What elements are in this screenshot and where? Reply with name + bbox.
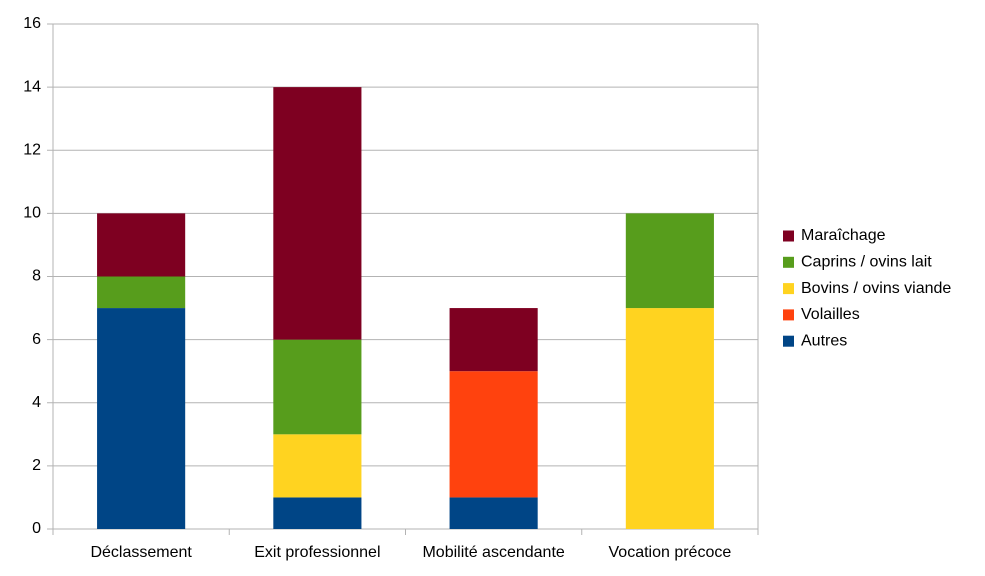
x-tick-label: Vocation précoce	[609, 544, 732, 561]
y-tick-label: 4	[32, 394, 41, 411]
bar-segment	[273, 434, 362, 498]
y-tick-label: 12	[23, 141, 41, 158]
bar-segment	[97, 308, 186, 529]
y-tick-label: 0	[32, 520, 41, 537]
bar-segment	[449, 497, 538, 529]
y-tick-label: 6	[32, 331, 41, 348]
legend-label: Caprins / ovins lait	[801, 254, 932, 271]
bar-segment	[273, 497, 362, 529]
bar-segment	[273, 87, 362, 340]
bar-segment	[449, 371, 538, 498]
bar-segment	[625, 213, 714, 309]
x-tick-label: Déclassement	[90, 544, 192, 561]
y-tick-label: 2	[32, 457, 41, 474]
bar-segment	[97, 276, 186, 309]
legend-label: Autres	[801, 332, 847, 349]
y-tick-label: 14	[23, 78, 41, 95]
legend-swatch	[783, 335, 794, 347]
legend-swatch	[783, 256, 794, 268]
legend-label: Volailles	[801, 306, 860, 323]
legend-swatch	[783, 309, 794, 321]
y-tick-label: 16	[23, 15, 41, 32]
legend-label: Maraîchage	[801, 227, 886, 244]
x-tick-label: Exit professionnel	[254, 544, 380, 561]
bar-segment	[449, 308, 538, 372]
y-tick-label: 10	[23, 205, 41, 222]
bar-segment	[625, 308, 714, 529]
legend-label: Bovins / ovins viande	[801, 280, 951, 297]
x-tick-label: Mobilité ascendante	[422, 544, 564, 561]
y-tick-label: 8	[32, 268, 41, 285]
legend-swatch	[783, 230, 794, 242]
bar-segment	[273, 339, 362, 435]
bar-segment	[97, 213, 186, 277]
legend-swatch	[783, 283, 794, 295]
